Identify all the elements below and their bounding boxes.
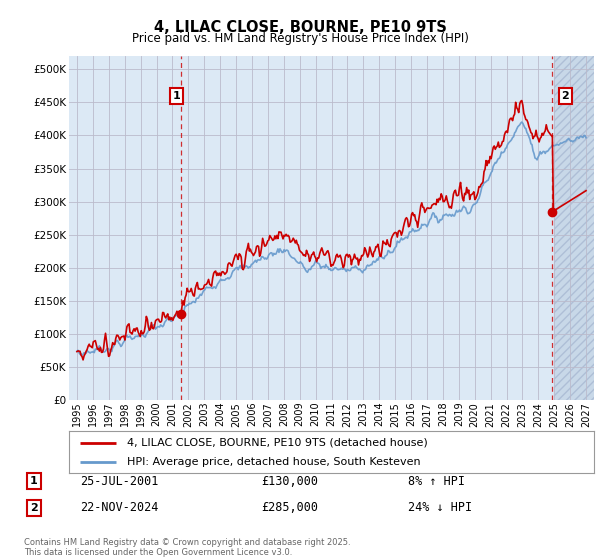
Text: 8% ↑ HPI: 8% ↑ HPI bbox=[407, 475, 464, 488]
Text: £285,000: £285,000 bbox=[261, 501, 318, 515]
Text: 4, LILAC CLOSE, BOURNE, PE10 9TS: 4, LILAC CLOSE, BOURNE, PE10 9TS bbox=[154, 20, 446, 35]
Text: 22-NOV-2024: 22-NOV-2024 bbox=[80, 501, 159, 515]
Text: £130,000: £130,000 bbox=[261, 475, 318, 488]
Text: 1: 1 bbox=[173, 91, 181, 101]
Text: 4, LILAC CLOSE, BOURNE, PE10 9TS (detached house): 4, LILAC CLOSE, BOURNE, PE10 9TS (detach… bbox=[127, 437, 427, 447]
Text: 25-JUL-2001: 25-JUL-2001 bbox=[80, 475, 159, 488]
Text: 2: 2 bbox=[29, 503, 37, 513]
Text: Price paid vs. HM Land Registry's House Price Index (HPI): Price paid vs. HM Land Registry's House … bbox=[131, 32, 469, 45]
Text: 2: 2 bbox=[562, 91, 569, 101]
Bar bbox=[554, 56, 594, 400]
Text: HPI: Average price, detached house, South Kesteven: HPI: Average price, detached house, Sout… bbox=[127, 457, 421, 467]
Text: Contains HM Land Registry data © Crown copyright and database right 2025.
This d: Contains HM Land Registry data © Crown c… bbox=[24, 538, 350, 557]
Text: 24% ↓ HPI: 24% ↓ HPI bbox=[407, 501, 472, 515]
Text: 1: 1 bbox=[29, 476, 37, 486]
Bar bbox=[554, 56, 594, 400]
